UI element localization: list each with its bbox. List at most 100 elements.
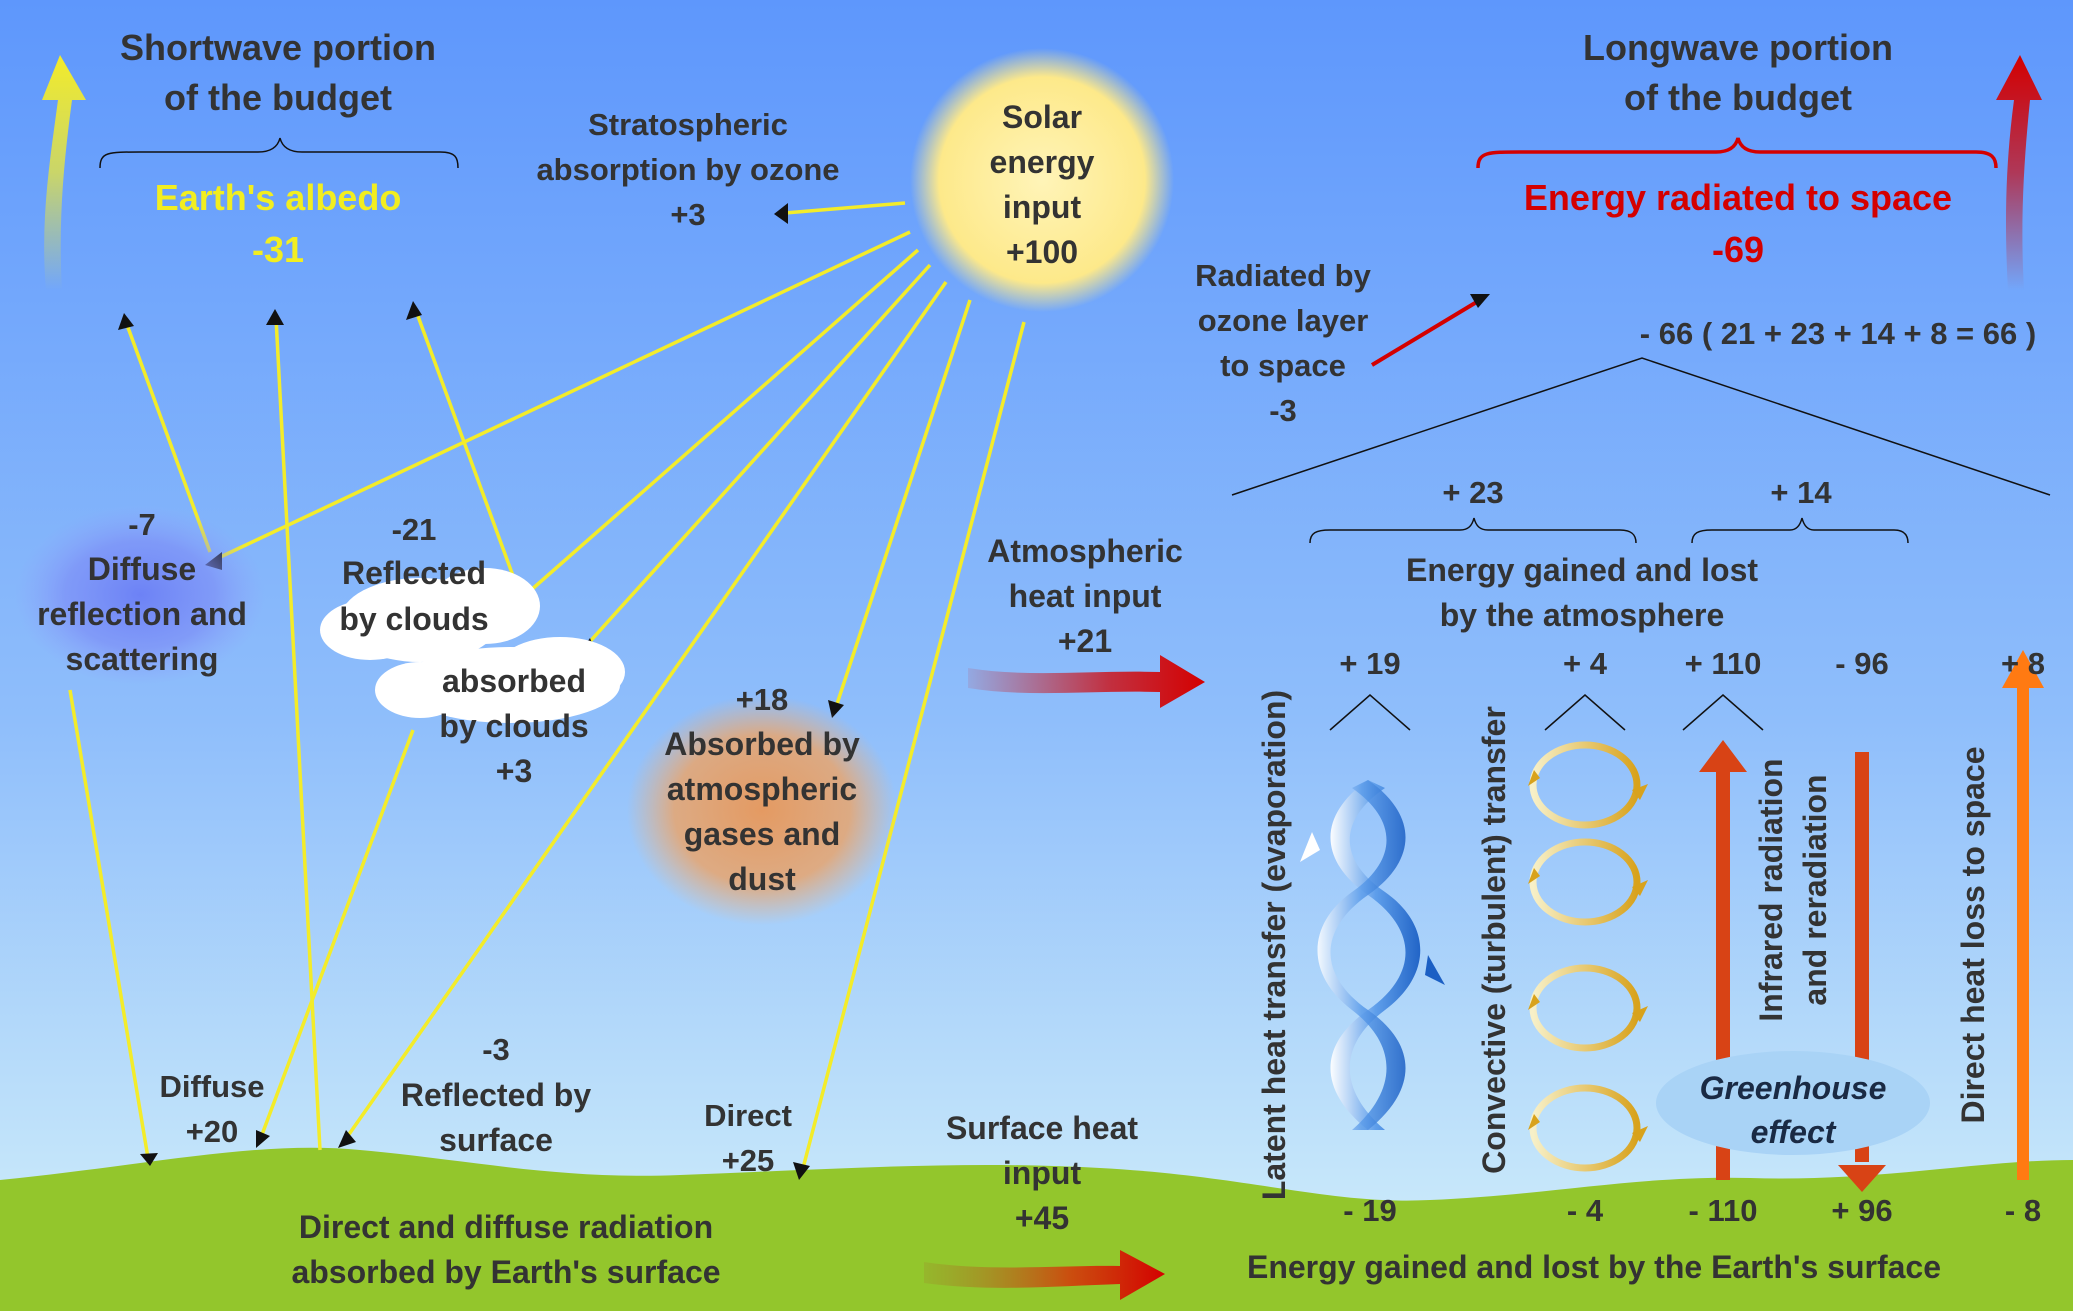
stratospheric-value: +3 bbox=[670, 197, 705, 232]
solar-line3: input bbox=[1003, 189, 1082, 225]
atmospheric-heat-arrow bbox=[968, 655, 1205, 708]
longwave-space-arrow bbox=[1996, 55, 2042, 290]
longwave-title-line1: Longwave portion bbox=[1583, 27, 1893, 68]
radiated-bracket bbox=[1476, 137, 1998, 169]
reflected-clouds-line1: Reflected bbox=[342, 555, 486, 591]
greenhouse-line1: Greenhouse bbox=[1700, 1070, 1887, 1106]
surface-heat-line2: input bbox=[1003, 1155, 1082, 1191]
direct-surface-label: Direct bbox=[704, 1098, 792, 1133]
reflected-surface-line1: Reflected by bbox=[401, 1077, 591, 1113]
longwave-breakdown: - 66 ( 21 + 23 + 14 + 8 = 66 ) bbox=[1640, 316, 2036, 351]
absorbed-gases-line1: Absorbed by bbox=[664, 726, 860, 762]
surface-heat-line1: Surface heat bbox=[946, 1110, 1138, 1146]
bracket-plus14 bbox=[1691, 517, 1909, 544]
latent-bottom-value: - 19 bbox=[1343, 1193, 1396, 1228]
infrared-bottom-up-value: - 110 bbox=[1689, 1193, 1758, 1228]
ozone-line2: ozone layer bbox=[1198, 303, 1369, 338]
ground-absorbed-line1: Direct and diffuse radiation bbox=[299, 1209, 713, 1245]
reflected-clouds-line2: by clouds bbox=[339, 601, 488, 637]
diffuse-surface-label: Diffuse bbox=[159, 1069, 264, 1104]
greenhouse-ellipse bbox=[1656, 1051, 1930, 1155]
atmosphere-line2: by the atmosphere bbox=[1440, 597, 1725, 633]
albedo-label: Earth's albedo bbox=[155, 177, 402, 218]
reflected-surface-line2: surface bbox=[439, 1122, 553, 1158]
ozone-value: -3 bbox=[1269, 393, 1297, 428]
atmosphere-plus23: + 23 bbox=[1442, 475, 1503, 510]
diffuse-scattering-blob bbox=[15, 505, 265, 685]
ozone-arrowhead bbox=[1470, 294, 1490, 308]
atmospheric-gases-blob bbox=[627, 695, 897, 925]
absorbed-gases-line4: dust bbox=[728, 861, 796, 897]
direct-loss-bottom-value: - 8 bbox=[2005, 1193, 2041, 1228]
absorbed-gases-value: +18 bbox=[736, 682, 789, 717]
diffuse-reflection-line2: reflection and bbox=[37, 596, 247, 632]
direct-loss-top-value: + 8 bbox=[2001, 646, 2045, 681]
solar-value: +100 bbox=[1006, 234, 1078, 270]
absorbed-clouds-value: +3 bbox=[496, 753, 532, 789]
solar-line1: Solar bbox=[1002, 99, 1082, 135]
convective-top-value: + 4 bbox=[1563, 646, 1608, 681]
bracket-plus23 bbox=[1309, 517, 1637, 544]
evaporation-ribbon bbox=[1300, 780, 1445, 1130]
cloud-upper bbox=[320, 568, 540, 662]
convective-arrowheads bbox=[1528, 770, 1648, 1142]
albedo-arrow bbox=[42, 55, 86, 290]
sun bbox=[910, 48, 1174, 312]
absorbed-gases-line2: atmospheric bbox=[667, 771, 857, 807]
longwave-title-line2: of the budget bbox=[1624, 77, 1852, 118]
reflected-clouds-value: -21 bbox=[392, 512, 437, 547]
convective-rings bbox=[1529, 741, 1641, 1172]
ground bbox=[0, 1147, 2073, 1311]
ozone-radiation-line bbox=[1370, 298, 1482, 367]
ozone-line3: to space bbox=[1220, 348, 1346, 383]
infrared-label-line1: Infrared radiation bbox=[1753, 758, 1789, 1021]
infrared-bottom-down-value: + 96 bbox=[1831, 1193, 1892, 1228]
diffuse-surface-value: +20 bbox=[186, 1114, 239, 1149]
atmosphere-line1: Energy gained and lost bbox=[1406, 552, 1758, 588]
latent-label: Latent heat transfer (evaporation) bbox=[1256, 690, 1292, 1200]
radiated-label: Energy radiated to space bbox=[1524, 177, 1952, 218]
atmospheric-heat-value: +21 bbox=[1058, 623, 1112, 659]
direct-loss-arrow bbox=[2002, 650, 2044, 1180]
direct-loss-label: Direct heat loss to space bbox=[1955, 746, 1991, 1123]
surface-energy-label: Energy gained and lost by the Earth's su… bbox=[1247, 1249, 1941, 1285]
caret-convective bbox=[1544, 694, 1626, 731]
caret-latent bbox=[1329, 694, 1411, 731]
shortwave-title-line1: Shortwave portion bbox=[120, 27, 436, 68]
reflected-surface-value: -3 bbox=[482, 1032, 510, 1067]
breakdown-triangle bbox=[1231, 357, 2051, 496]
absorbed-clouds-line1: absorbed bbox=[442, 663, 586, 699]
diffuse-reflection-line1: Diffuse bbox=[88, 551, 196, 587]
atmospheric-heat-line2: heat input bbox=[1009, 578, 1162, 614]
latent-top-value: + 19 bbox=[1339, 646, 1400, 681]
ground-absorbed-line2: absorbed by Earth's surface bbox=[291, 1254, 720, 1290]
shortwave-rays bbox=[68, 201, 1026, 1173]
direct-surface-value: +25 bbox=[722, 1143, 775, 1178]
albedo-value: -31 bbox=[252, 229, 304, 270]
surface-heat-arrow bbox=[924, 1250, 1165, 1300]
ozone-line1: Radiated by bbox=[1195, 258, 1371, 293]
atmosphere-plus14: + 14 bbox=[1770, 475, 1832, 510]
diffuse-reflection-value: -7 bbox=[128, 507, 156, 542]
surface-heat-value: +45 bbox=[1015, 1200, 1069, 1236]
infrared-label-line2: and reradiation bbox=[1797, 774, 1833, 1005]
caret-infrared bbox=[1682, 694, 1764, 731]
cloud-lower bbox=[375, 637, 625, 723]
shortwave-title-line2: of the budget bbox=[164, 77, 392, 118]
convective-bottom-value: - 4 bbox=[1567, 1193, 1604, 1228]
stratospheric-line1: Stratospheric bbox=[588, 107, 788, 142]
absorbed-clouds-line2: by clouds bbox=[439, 708, 588, 744]
absorbed-gases-line3: gases and bbox=[684, 816, 841, 852]
greenhouse-line2: effect bbox=[1751, 1114, 1837, 1150]
albedo-bracket bbox=[99, 137, 459, 169]
infrared-top-down-value: - 96 bbox=[1835, 646, 1888, 681]
radiated-value: -69 bbox=[1712, 229, 1764, 270]
infrared-top-up-value: + 110 bbox=[1685, 646, 1762, 681]
convective-label: Convective (turbulent) transfer bbox=[1476, 706, 1512, 1174]
stratospheric-line2: absorption by ozone bbox=[536, 152, 839, 187]
atmospheric-heat-line1: Atmospheric bbox=[987, 533, 1183, 569]
solar-line2: energy bbox=[990, 144, 1095, 180]
diffuse-reflection-line3: scattering bbox=[66, 641, 219, 677]
